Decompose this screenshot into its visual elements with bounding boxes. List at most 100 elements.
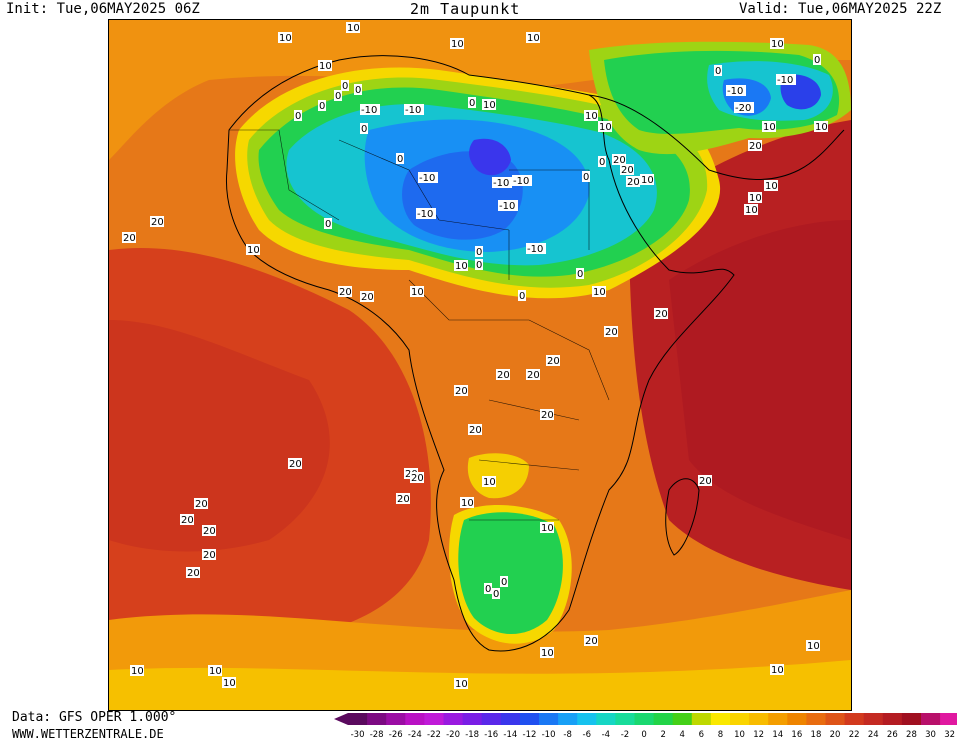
svg-text:10: 10: [815, 122, 828, 133]
contour-label: 20: [194, 498, 208, 510]
contour-label: 10: [764, 180, 778, 192]
contour-label: 20: [540, 409, 554, 421]
dewpoint-map[interactable]: 10 10 10 10 10 0 0 0 0 0 -10 -10 0 0 0 10 10 10 0 -10 -20 -10…: [108, 19, 852, 711]
legend-swatch: [424, 713, 444, 725]
legend-tick-label: -8: [563, 730, 571, 740]
svg-text:10: 10: [599, 122, 612, 133]
legend-tick-label: -22: [427, 730, 441, 740]
contour-label: 20: [748, 140, 762, 152]
legend-tick-label: -14: [503, 730, 517, 740]
contour-label: 0: [396, 153, 404, 165]
svg-text:10: 10: [541, 523, 554, 534]
contour-label: 10: [744, 204, 758, 216]
legend-tick-label: 32: [944, 730, 955, 740]
legend-bar: -30 -28 -26 -24 -22 -20 -18 -16 -14 -12 -10 -8 -6 -4-…: [334, 713, 959, 740]
svg-text:20: 20: [547, 356, 560, 367]
contour-label: 0: [598, 156, 606, 168]
svg-text:10: 10: [455, 261, 468, 272]
contour-label: 10: [806, 640, 820, 652]
contour-label: 10: [130, 665, 144, 677]
svg-text:0: 0: [355, 85, 361, 96]
svg-text:-10: -10: [361, 105, 377, 116]
svg-text:20: 20: [187, 568, 200, 579]
svg-text:-10: -10: [777, 75, 793, 86]
legend-tick-label: 16: [791, 730, 802, 740]
legend-swatch: [386, 713, 406, 725]
contour-label: 20: [186, 567, 200, 579]
contour-label: 10: [592, 286, 606, 298]
svg-text:-10: -10: [493, 178, 509, 189]
svg-text:10: 10: [223, 678, 236, 689]
contour-label: 10: [460, 497, 474, 509]
contour-label: 10: [410, 286, 424, 298]
svg-text:10: 10: [411, 287, 424, 298]
contour-label: 10: [318, 60, 332, 72]
contour-label: 20: [410, 472, 424, 484]
legend-tick-label: -28: [370, 730, 384, 740]
contour-label: -10: [404, 104, 424, 116]
contour-label: 20: [620, 164, 634, 176]
contour-label: 0: [294, 110, 302, 122]
contour-label: 20: [546, 355, 560, 367]
contour-label: -10: [418, 172, 438, 184]
svg-text:10: 10: [807, 641, 820, 652]
contour-label: 10: [584, 110, 598, 122]
contour-label: 0: [576, 268, 584, 280]
contour-label: 20: [468, 424, 482, 436]
contour-label: 20: [122, 232, 136, 244]
legend-tick-label: -26: [389, 730, 403, 740]
contour-label: 20: [654, 308, 668, 320]
svg-text:10: 10: [771, 39, 784, 50]
svg-text:20: 20: [203, 550, 216, 561]
legend-swatch: [882, 713, 903, 725]
svg-text:10: 10: [527, 33, 540, 44]
contour-label: 0: [582, 171, 590, 183]
contour-label: 20: [496, 369, 510, 381]
legend-tick-label: 30: [925, 730, 936, 740]
contour-label: 0: [318, 100, 326, 112]
contour-label: 0: [518, 290, 526, 302]
contour-label: 20: [526, 369, 540, 381]
svg-text:20: 20: [749, 141, 762, 152]
svg-text:0: 0: [476, 260, 482, 271]
svg-text:-10: -10: [417, 209, 433, 220]
svg-text:0: 0: [493, 589, 499, 600]
svg-text:20: 20: [469, 425, 482, 436]
svg-text:10: 10: [347, 23, 360, 34]
contour-label: 0: [475, 246, 483, 258]
svg-text:10: 10: [451, 39, 464, 50]
legend-tick-label: 6: [699, 730, 704, 740]
map-title: 2m Taupunkt: [410, 0, 521, 18]
svg-text:0: 0: [325, 219, 331, 230]
svg-text:20: 20: [627, 177, 640, 188]
legend-tick-label: -24: [408, 730, 422, 740]
contour-label: 0: [813, 54, 821, 66]
contour-label: 10: [748, 192, 762, 204]
contour-label: 20: [202, 549, 216, 561]
contour-label: 0: [341, 80, 349, 92]
legend-swatch: [672, 713, 693, 725]
svg-text:20: 20: [527, 370, 540, 381]
legend-tick-label: -16: [484, 730, 498, 740]
legend-swatch: [443, 713, 464, 725]
svg-text:0: 0: [583, 172, 589, 183]
contour-label: -10: [512, 175, 532, 187]
svg-text:20: 20: [455, 386, 468, 397]
svg-text:20: 20: [621, 165, 634, 176]
svg-text:20: 20: [655, 309, 668, 320]
contour-label: 10: [246, 244, 260, 256]
contour-label: 0: [468, 97, 476, 109]
contour-label: -20: [734, 102, 754, 114]
svg-text:0: 0: [295, 111, 301, 122]
legend-swatch: [749, 713, 769, 725]
contour-label: 10: [346, 22, 360, 34]
contour-label: 10: [482, 99, 496, 111]
legend-swatch: [921, 713, 941, 725]
legend-tick-label: 2: [660, 730, 665, 740]
svg-text:10: 10: [771, 665, 784, 676]
svg-text:0: 0: [599, 157, 605, 168]
svg-text:0: 0: [361, 124, 367, 135]
legend-swatch: [691, 713, 712, 725]
svg-text:10: 10: [483, 100, 496, 111]
